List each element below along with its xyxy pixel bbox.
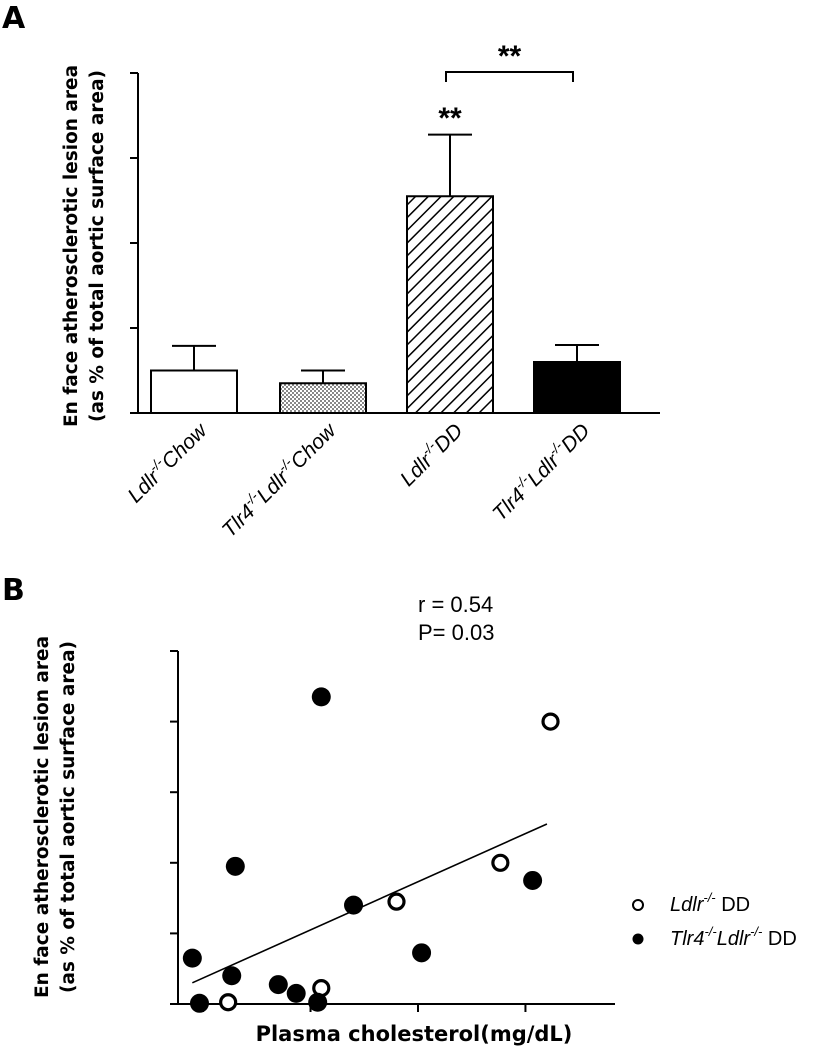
panel-b-points [182, 687, 560, 1013]
panel-label-b: B [2, 573, 25, 608]
panel-label-a: A [2, 1, 26, 36]
panel-a-y-axis-label-line2: (as % of total aortic surface area) [87, 70, 108, 422]
panel-a-significance: ** ** [438, 40, 574, 135]
panel-b-point-filled [222, 966, 242, 986]
panel-b-point-filled [182, 948, 202, 968]
panel-a-significance-bar-mark: ** [438, 102, 462, 135]
legend-marker-open [632, 899, 644, 911]
panel-b-point-filled [268, 975, 288, 995]
panel-b-point-open [387, 892, 406, 911]
panel-a-bars [150, 133, 621, 414]
legend-label: Ldlr-/- DD [670, 890, 750, 916]
panel-b-point-filled [311, 687, 331, 707]
panel-b-point-filled [286, 983, 306, 1003]
panel-a-category-label: Tlr4-/-Ldlr-/-DD [486, 417, 594, 525]
panel-b-y-axis-label-line2: (as % of total aortic surface area) [58, 641, 79, 993]
panel-a-bar [279, 382, 367, 414]
panel-b-point-filled [523, 870, 543, 890]
panel-a-category-label: Ldlr-/-DD [394, 417, 468, 491]
panel-a-bar [533, 361, 621, 414]
panel-a-category-label: Ldlr-/-Chow [121, 416, 213, 508]
panel-a-bar [406, 195, 494, 414]
legend-marker-filled [632, 933, 644, 945]
panel-a-category-label: Tlr4-/-Ldlr-/-Chow [216, 416, 342, 542]
panel-b-point-filled [308, 992, 328, 1012]
panel-b-point-open [541, 712, 560, 731]
panel-b-point-filled [412, 943, 432, 963]
panel-b-p-value: P= 0.03 [418, 620, 494, 645]
panel-a-significance-bracket-mark: ** [498, 40, 522, 73]
panel-b-x-axis-label: Plasma cholesterol(mg/dL) [256, 1022, 573, 1046]
panel-b-r-value: r = 0.54 [418, 592, 493, 617]
panel-b-point-filled [189, 993, 209, 1013]
panel-b-legend: Ldlr-/- DD Tlr4-/-Ldlr-/- DD [632, 890, 797, 950]
panel-b-y-axis-label-line1: En face atherosclerotic lesion area [32, 636, 53, 998]
panel-b-regression [192, 823, 548, 984]
panel-b-point-filled [344, 895, 364, 915]
legend-label: Tlr4-/-Ldlr-/- DD [670, 924, 797, 950]
panel-b-point-filled [225, 856, 245, 876]
panel-a-y-axis-label-line1: En face atherosclerotic lesion area [61, 65, 82, 427]
panel-a: A En face atherosclerotic lesion area (a… [2, 1, 660, 542]
panel-b-regression-line [192, 823, 548, 984]
panel-b: B En face atherosclerotic lesion area (a… [2, 573, 797, 1046]
panel-b-point-open [219, 993, 238, 1012]
panel-a-significance-bracket [445, 71, 574, 82]
panel-a-bar [150, 369, 238, 414]
panel-b-axes [170, 650, 615, 1012]
panel-b-point-open [491, 853, 510, 872]
